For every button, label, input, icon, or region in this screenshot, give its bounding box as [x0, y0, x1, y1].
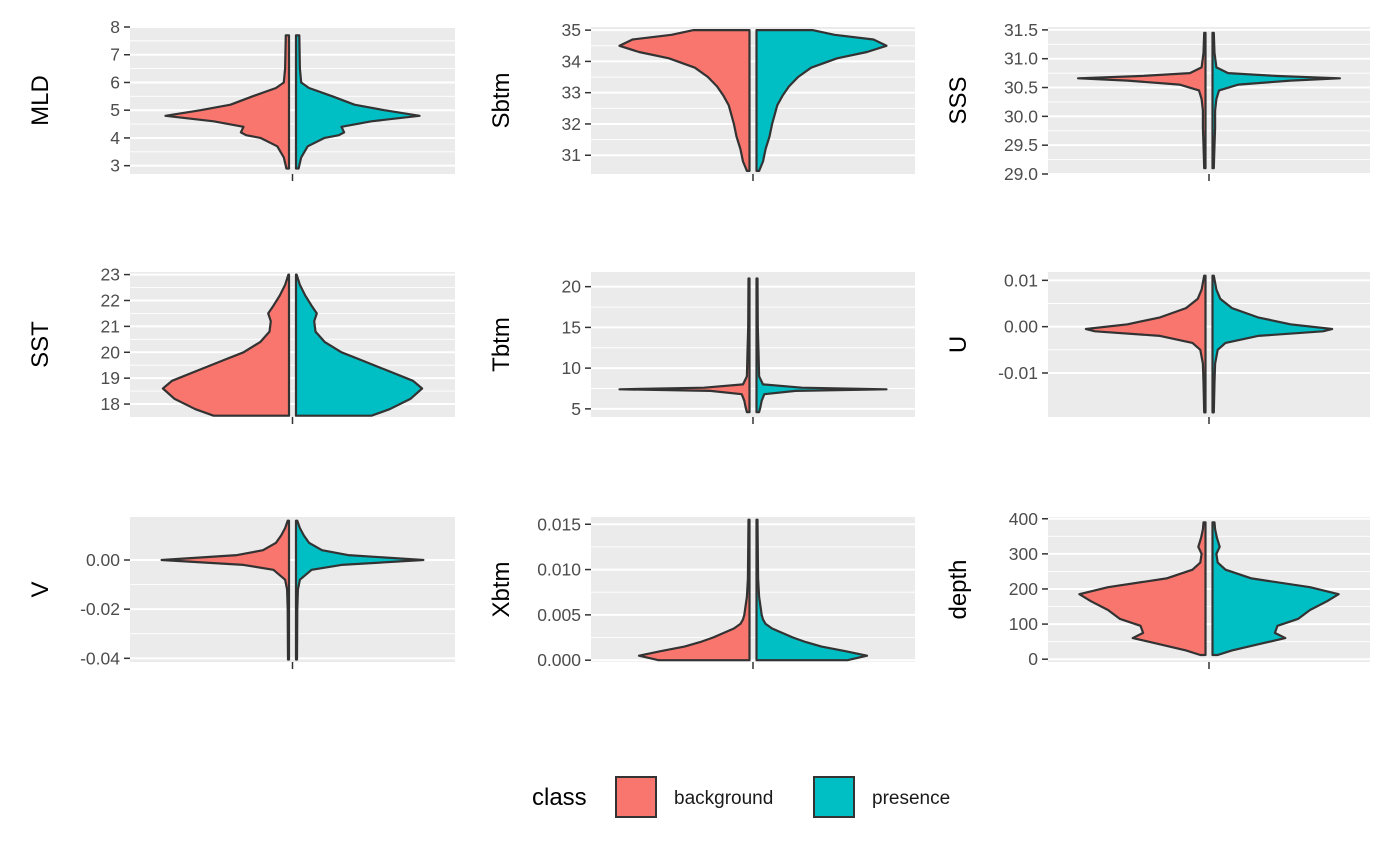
panel-tbtm: 5 10 15 20 Tbtm	[488, 272, 915, 424]
panel-v: -0.04 -0.02 0.00 V	[27, 517, 455, 669]
legend-label-background: background	[674, 788, 774, 809]
y-tick-label: 400	[1009, 509, 1038, 529]
y-tick-label: 0.00	[1004, 317, 1038, 337]
y-tick-label: 0.015	[537, 514, 581, 534]
violin-presence-u	[1211, 274, 1334, 414]
y-tick-label: 30.0	[1004, 106, 1038, 126]
y-tick-label: 31	[562, 145, 581, 165]
panel-background	[1048, 272, 1370, 417]
y-tick-label: 5	[110, 100, 120, 120]
y-axis-title: Tbtm	[488, 317, 515, 372]
violin-presence-v	[294, 519, 425, 661]
y-tick-label: 23	[101, 265, 120, 285]
y-tick-label: 0.010	[537, 560, 581, 580]
violin-background-sbtm	[618, 29, 751, 172]
y-axis-title: MLD	[27, 75, 54, 126]
violin-presence-tbtm	[755, 277, 888, 414]
y-tick-label: 4	[110, 128, 120, 148]
y-tick-label: 0	[1028, 649, 1038, 669]
legend-key-background	[615, 776, 657, 818]
panel-background	[591, 517, 915, 662]
violin-presence-depth	[1211, 521, 1340, 657]
y-tick-label: -0.01	[998, 363, 1038, 383]
y-tick-label: 0.01	[1004, 270, 1038, 290]
y-tick-label: 300	[1009, 544, 1038, 564]
y-tick-label: 200	[1009, 579, 1038, 599]
y-tick-label: 21	[101, 316, 120, 336]
y-axis-title: U	[945, 336, 972, 353]
legend-label-presence: presence	[872, 788, 951, 809]
y-tick-label: 30.5	[1004, 78, 1038, 98]
panel-sbtm: 31 32 33 34 35 Sbtm	[488, 20, 915, 181]
y-tick-label: 32	[562, 114, 581, 134]
y-axis-title: V	[27, 581, 54, 597]
y-tick-label: 33	[562, 83, 581, 103]
y-tick-label: 29.5	[1004, 135, 1038, 155]
panel-background	[591, 272, 915, 417]
panel-background	[130, 27, 455, 174]
y-tick-label: 15	[562, 317, 581, 337]
y-tick-label: 20	[101, 342, 121, 362]
y-tick-label: 31.0	[1004, 49, 1038, 69]
y-tick-label: 7	[110, 45, 120, 65]
y-tick-label: 19	[101, 368, 120, 388]
y-tick-label: 35	[562, 20, 581, 40]
y-tick-label: 0.005	[537, 605, 581, 625]
y-axis-title: depth	[945, 559, 972, 619]
y-tick-label: 100	[1009, 614, 1038, 634]
y-axis-title: SST	[27, 321, 54, 368]
violin-background-tbtm	[618, 277, 751, 414]
y-tick-label: 0.00	[86, 550, 120, 570]
panel-background	[130, 517, 455, 662]
legend-title: class	[532, 784, 587, 811]
violin-presence-sss	[1211, 31, 1341, 170]
violin-presence-sbtm	[755, 29, 888, 172]
panel-xbtm: 0.000 0.005 0.010 0.015 Xbtm	[488, 514, 915, 670]
y-tick-label: 0.000	[537, 650, 581, 670]
y-tick-label: 20	[562, 277, 582, 297]
y-axis-title: Sbtm	[488, 72, 515, 128]
y-tick-label: 8	[110, 17, 120, 37]
violin-background-u	[1084, 274, 1207, 414]
panel-background	[1048, 27, 1370, 174]
y-tick-label: -0.02	[80, 599, 120, 619]
y-tick-label: 29.0	[1004, 164, 1038, 184]
y-tick-label: 6	[110, 72, 120, 92]
violin-presence-sst	[294, 273, 424, 417]
panel-sss: 29.0 29.5 30.0 30.5 31.0 31.5 SSS	[945, 20, 1370, 184]
y-tick-label: 3	[110, 156, 120, 176]
violin-background-mld	[164, 34, 291, 170]
y-tick-label: 10	[562, 358, 582, 378]
y-axis-title: Xbtm	[488, 561, 515, 617]
violin-presence-mld	[294, 34, 421, 170]
violin-background-sss	[1077, 31, 1207, 170]
violin-background-depth	[1078, 521, 1207, 657]
panel-mld: 3 4 5 6 7 8 MLD	[27, 17, 455, 181]
legend-key-presence	[813, 776, 855, 818]
y-tick-label: 18	[101, 394, 120, 414]
violin-background-xbtm	[637, 518, 751, 662]
legend: class background presence	[0, 770, 1400, 830]
y-tick-label: 34	[562, 51, 582, 71]
panel-u: -0.01 0.00 0.01 U	[945, 270, 1370, 424]
y-tick-label: -0.04	[80, 648, 120, 668]
violin-presence-xbtm	[755, 518, 869, 662]
violin-background-v	[160, 519, 291, 661]
y-tick-label: 5	[571, 399, 581, 419]
y-tick-label: 31.5	[1004, 20, 1038, 40]
y-axis-title: SSS	[945, 76, 972, 124]
y-tick-label: 22	[101, 290, 120, 310]
panel-sst: 18 19 20 21 22 23 SST	[27, 265, 455, 424]
violin-background-sst	[161, 273, 291, 417]
panel-depth: 0 100 200 300 400 depth	[945, 509, 1370, 669]
